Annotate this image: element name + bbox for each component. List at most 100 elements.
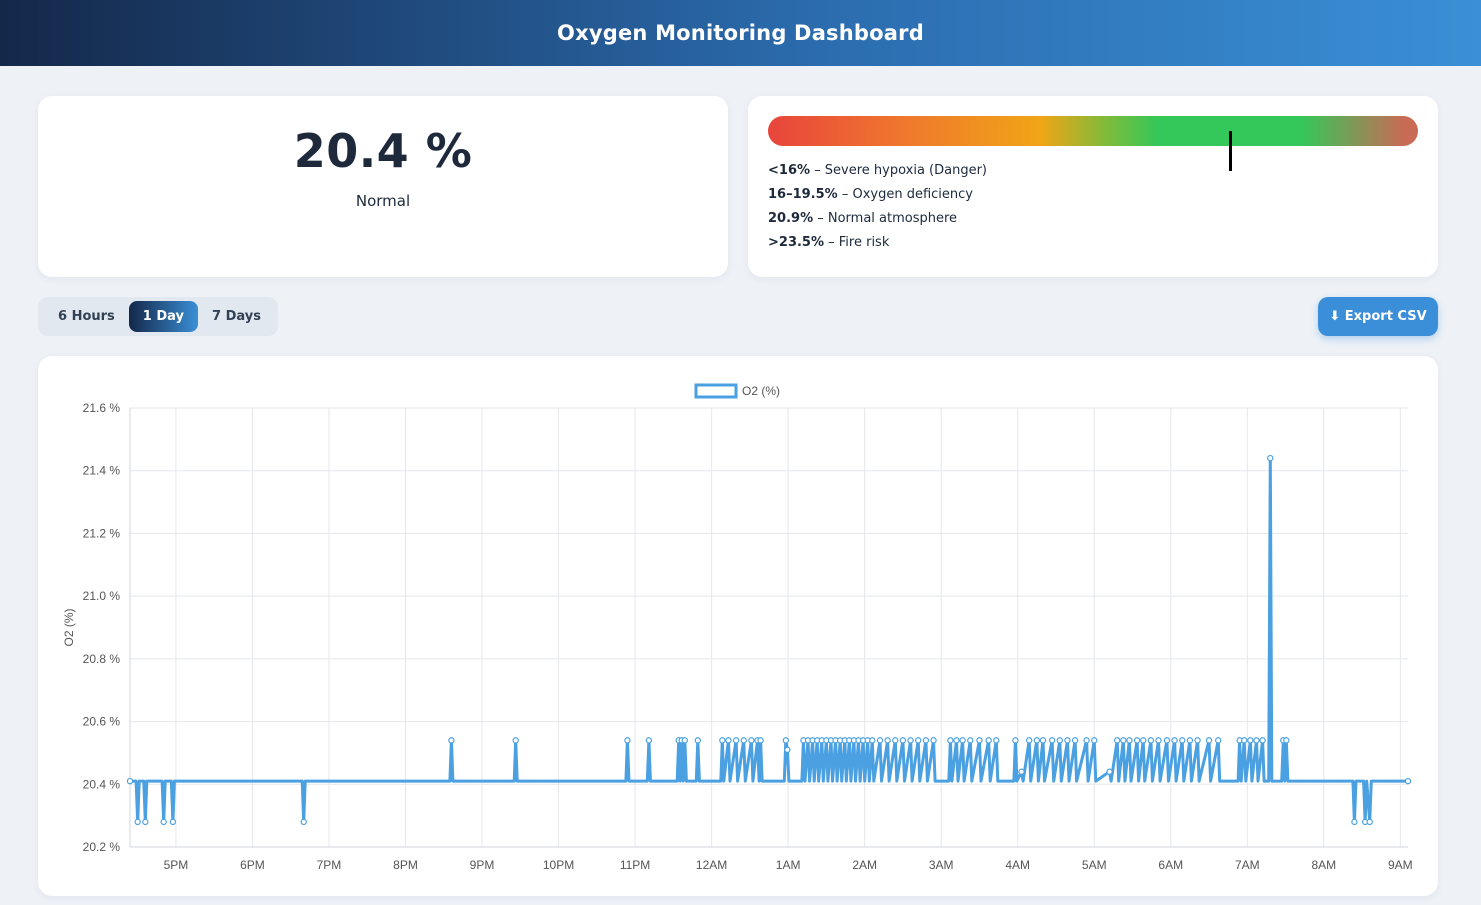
tab-7-days[interactable]: 7 Days bbox=[212, 309, 261, 324]
data-point bbox=[1351, 818, 1358, 826]
data-point bbox=[732, 737, 740, 744]
data-point bbox=[915, 737, 922, 744]
y-tick-label: 20.4 % bbox=[83, 777, 121, 791]
x-tick-label: 2AM bbox=[852, 858, 877, 872]
data-point bbox=[1039, 737, 1047, 744]
y-tick-label: 20.8 % bbox=[83, 652, 121, 666]
data-point bbox=[1205, 737, 1213, 744]
x-tick-label: 9PM bbox=[470, 858, 495, 872]
data-point bbox=[725, 737, 732, 744]
data-point bbox=[1147, 737, 1155, 744]
x-tick-label: 6PM bbox=[240, 858, 265, 872]
data-point bbox=[694, 737, 702, 744]
data-point bbox=[976, 737, 983, 744]
x-tick-label: 7AM bbox=[1235, 858, 1260, 872]
o2-scale-card: <16% – Severe hypoxia (Danger) 16–19.5% … bbox=[748, 96, 1438, 277]
data-point bbox=[884, 737, 891, 744]
data-point bbox=[993, 737, 1000, 744]
x-tick-label: 1AM bbox=[776, 858, 801, 872]
data-point bbox=[892, 737, 899, 744]
scale-legend-item: 20.9% – Normal atmosphere bbox=[768, 211, 958, 226]
data-point bbox=[869, 737, 876, 744]
data-point bbox=[740, 737, 747, 744]
data-point bbox=[907, 737, 914, 744]
data-point bbox=[1179, 737, 1186, 744]
data-point bbox=[1120, 737, 1127, 744]
data-point bbox=[1140, 737, 1147, 744]
current-level-marker bbox=[1229, 131, 1232, 171]
x-tick-label: 12AM bbox=[696, 858, 727, 872]
o2-line-chart: 21.6 % 21.4 % 21.2 % 21.0 % 20.8 % 20.6 % 20.4… bbox=[62, 383, 1413, 872]
data-point bbox=[1241, 737, 1248, 744]
tab-1-day[interactable]: 1 Day bbox=[128, 301, 199, 332]
legend-label: O2 (%) bbox=[742, 384, 780, 398]
export-csv-button[interactable]: ⬇ Export CSV bbox=[1318, 297, 1438, 336]
data-point bbox=[1033, 737, 1041, 744]
x-tick-label: 11PM bbox=[620, 858, 650, 872]
page-title: Oxygen Monitoring Dashboard bbox=[557, 21, 924, 45]
x-tick-label: 4AM bbox=[1005, 858, 1030, 872]
y-tick-label: 20.6 % bbox=[83, 715, 121, 729]
data-point bbox=[1259, 737, 1266, 744]
x-tick-label: 5PM bbox=[164, 858, 189, 872]
data-point bbox=[681, 737, 689, 744]
data-point bbox=[645, 737, 653, 744]
data-point bbox=[1366, 818, 1373, 826]
data-point bbox=[1155, 737, 1162, 744]
data-point bbox=[1194, 737, 1201, 744]
data-point bbox=[1091, 737, 1098, 744]
tab-6-hours[interactable]: 6 Hours bbox=[58, 309, 115, 324]
data-point bbox=[1025, 737, 1033, 744]
data-point bbox=[512, 737, 519, 744]
data-point bbox=[1215, 737, 1222, 744]
app-header: Oxygen Monitoring Dashboard bbox=[0, 0, 1481, 66]
data-point bbox=[922, 737, 930, 744]
x-tick-label: 5AM bbox=[1082, 858, 1107, 872]
series-line bbox=[130, 456, 1408, 824]
data-point bbox=[748, 737, 755, 744]
data-point bbox=[1106, 768, 1113, 775]
data-point bbox=[624, 737, 631, 744]
data-point bbox=[1064, 737, 1071, 744]
data-point bbox=[1163, 737, 1171, 744]
data-point bbox=[1056, 737, 1064, 744]
data-point bbox=[757, 737, 764, 744]
scale-legend-item: 16–19.5% – Oxygen deficiency bbox=[768, 187, 973, 202]
y-tick-label: 21.0 % bbox=[83, 589, 121, 603]
data-point bbox=[985, 737, 992, 744]
data-point bbox=[953, 737, 960, 744]
data-point bbox=[300, 818, 307, 826]
data-point bbox=[1018, 768, 1025, 775]
time-range-tabs: 6 Hours 1 Day 7 Days bbox=[38, 297, 278, 336]
x-tick-label: 6AM bbox=[1158, 858, 1183, 872]
data-point bbox=[1113, 737, 1121, 744]
data-point bbox=[134, 818, 141, 826]
data-point bbox=[1283, 737, 1290, 744]
data-point bbox=[169, 818, 177, 826]
data-point bbox=[160, 818, 167, 826]
data-point bbox=[1171, 737, 1178, 744]
y-axis-label: O2 (%) bbox=[62, 608, 76, 646]
data-point bbox=[959, 737, 966, 744]
data-point bbox=[1404, 777, 1412, 785]
data-point bbox=[719, 737, 726, 744]
y-tick-label: 20.2 % bbox=[83, 840, 121, 854]
data-point bbox=[930, 737, 937, 744]
x-tick-label: 10PM bbox=[543, 858, 574, 872]
y-tick-label: 21.6 % bbox=[83, 401, 121, 415]
x-tick-label: 8PM bbox=[393, 858, 418, 872]
data-point bbox=[126, 777, 134, 785]
y-tick-label: 21.4 % bbox=[83, 464, 121, 478]
scale-legend-item: >23.5% – Fire risk bbox=[768, 235, 890, 250]
scale-legend-item: <16% – Severe hypoxia (Danger) bbox=[768, 163, 988, 178]
data-point bbox=[876, 737, 884, 744]
data-point bbox=[1247, 737, 1254, 744]
y-tick-label: 21.2 % bbox=[83, 526, 121, 540]
legend-swatch bbox=[694, 383, 738, 399]
data-point bbox=[967, 737, 974, 744]
data-point bbox=[784, 746, 791, 753]
data-point bbox=[448, 737, 455, 744]
data-point bbox=[899, 737, 907, 744]
o2-chart-card: 21.6 % 21.4 % 21.2 % 21.0 % 20.8 % 20.6 % 20.4… bbox=[38, 356, 1438, 896]
scale-legend: <16% – Severe hypoxia (Danger) 16–19.5% … bbox=[768, 163, 987, 259]
